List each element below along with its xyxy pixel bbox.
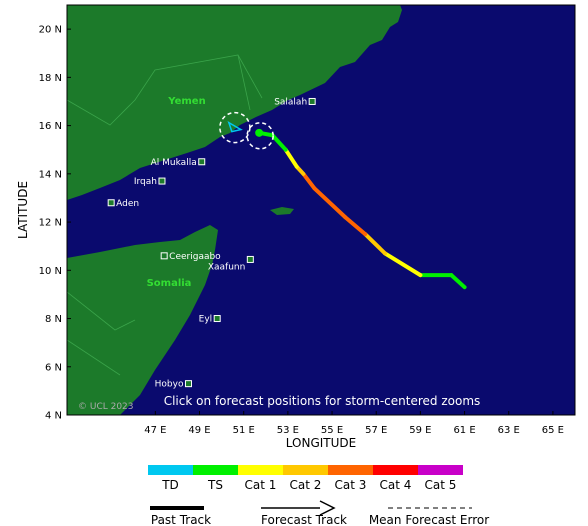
legend-category-label: Cat 3 bbox=[335, 478, 367, 492]
city-marker bbox=[246, 255, 254, 263]
country-label-yemen: Yemen bbox=[167, 96, 205, 107]
lon-tick-label: 65 E bbox=[542, 425, 564, 436]
legend-swatch bbox=[238, 465, 283, 475]
city-marker bbox=[158, 177, 166, 185]
city-marker bbox=[213, 315, 221, 323]
lat-tick-label: 6 N bbox=[45, 362, 62, 373]
lon-tick-label: 63 E bbox=[498, 425, 520, 436]
city-marker bbox=[184, 380, 192, 388]
forecast-error-circle bbox=[219, 111, 251, 144]
forecast-track-label: Forecast Track bbox=[261, 513, 347, 526]
lat-tick-label: 14 N bbox=[39, 169, 62, 180]
forecast-arrow-icon bbox=[319, 500, 336, 516]
map-instruction-text: Click on forecast positions for storm-ce… bbox=[164, 394, 481, 408]
track-segment[interactable] bbox=[383, 251, 423, 278]
forecast-track[interactable] bbox=[219, 111, 467, 290]
lon-tick-label: 51 E bbox=[233, 425, 255, 436]
legend-category-label: Cat 2 bbox=[290, 478, 322, 492]
track-segment[interactable] bbox=[363, 232, 388, 256]
city-marker bbox=[198, 158, 206, 166]
track-segment[interactable] bbox=[283, 147, 299, 169]
track-segment[interactable] bbox=[301, 171, 317, 191]
city-label: Salalah bbox=[274, 97, 307, 107]
city-label: Xaafunn bbox=[208, 262, 245, 272]
city-marker bbox=[107, 199, 115, 207]
track-segment[interactable] bbox=[270, 133, 288, 152]
lat-tick-label: 4 N bbox=[45, 411, 62, 422]
city-label: Aden bbox=[116, 199, 139, 209]
legend-swatch bbox=[193, 465, 238, 475]
legend-swatch bbox=[373, 465, 418, 475]
lon-tick-label: 61 E bbox=[453, 425, 475, 436]
country-label-somalia: Somalia bbox=[147, 278, 192, 289]
lon-tick-label: 57 E bbox=[365, 425, 387, 436]
track-segment[interactable] bbox=[343, 215, 368, 237]
lon-tick-label: 59 E bbox=[409, 425, 431, 436]
city-marker bbox=[160, 252, 168, 260]
legend-category-label: Cat 1 bbox=[245, 478, 277, 492]
latitude-axis: 4 N 6 N 8 N 10 N 12 N 14 N 16 N 18 N 20 N bbox=[39, 25, 71, 422]
track-segment[interactable] bbox=[312, 186, 348, 220]
city-marker bbox=[308, 97, 316, 105]
city-label: Ceerigaabo bbox=[169, 252, 221, 262]
x-axis-title: LONGITUDE bbox=[286, 436, 356, 450]
city-label: Irqah bbox=[134, 177, 157, 187]
legend-swatch bbox=[283, 465, 328, 475]
legend-swatch bbox=[328, 465, 373, 475]
horn-of-africa bbox=[67, 225, 218, 415]
lat-tick-label: 18 N bbox=[39, 73, 62, 84]
past-track-label: Past Track bbox=[151, 513, 211, 526]
city-label: Eyl bbox=[199, 315, 213, 325]
intensity-legend: TD TS Cat 1 Cat 2 Cat 3 Cat 4 Cat 5 bbox=[148, 465, 463, 492]
track-segment[interactable] bbox=[449, 273, 467, 290]
lat-tick-label: 8 N bbox=[45, 314, 62, 325]
lat-tick-label: 10 N bbox=[39, 266, 62, 277]
legend-category-label: TS bbox=[207, 478, 223, 492]
lon-tick-label: 49 E bbox=[188, 425, 210, 436]
arabian-peninsula bbox=[67, 5, 402, 200]
legend-category-label: TD bbox=[161, 478, 179, 492]
lat-tick-label: 16 N bbox=[39, 121, 62, 132]
socotra-island bbox=[270, 207, 294, 215]
legend-category-label: Cat 4 bbox=[380, 478, 412, 492]
country-borders bbox=[67, 54, 263, 376]
lon-tick-label: 55 E bbox=[321, 425, 343, 436]
storm-center-marker[interactable] bbox=[255, 128, 264, 137]
lat-tick-label: 20 N bbox=[39, 25, 62, 36]
lat-tick-label: 12 N bbox=[39, 218, 62, 229]
city-label: Al Mukalla bbox=[151, 158, 197, 168]
forecast-error-circle bbox=[246, 122, 274, 150]
lon-tick-label: 47 E bbox=[144, 425, 166, 436]
copyright-text: © UCL 2023 bbox=[78, 402, 134, 412]
city-label: Hobyo bbox=[155, 380, 184, 390]
mean-error-label: Mean Forecast Error bbox=[369, 513, 489, 526]
legend-swatch bbox=[148, 465, 193, 475]
city-markers: Salalah Al Mukalla Irqah Aden CeerigaaboXaaf… bbox=[107, 97, 316, 390]
track-type-legend: Past Track Forecast Track Mean Forecast … bbox=[150, 500, 489, 526]
map-frame bbox=[66, 4, 576, 416]
legend-swatch bbox=[418, 465, 463, 475]
map-land bbox=[67, 5, 402, 415]
y-axis-title: LATITUDE bbox=[16, 181, 30, 239]
legend-category-label: Cat 5 bbox=[425, 478, 457, 492]
longitude-axis: 47 E 49 E 51 E 53 E 55 E 57 E 59 E 61 E 63 E 65 E bbox=[144, 411, 564, 436]
depression-marker-icon[interactable] bbox=[227, 120, 243, 133]
lon-tick-label: 53 E bbox=[277, 425, 299, 436]
